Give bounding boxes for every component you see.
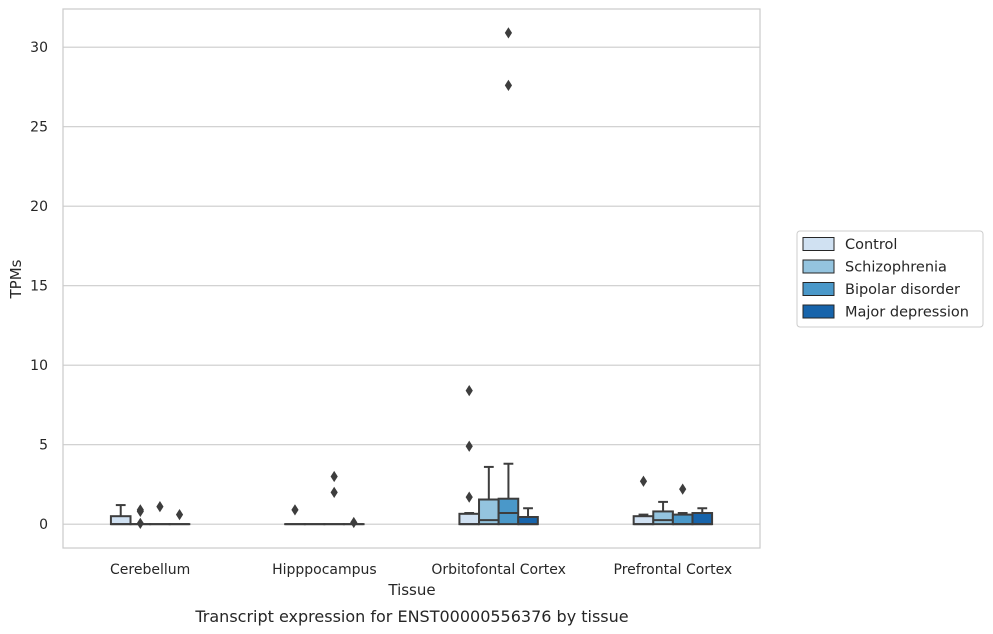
box-0-1 — [129, 504, 152, 529]
box-body — [517, 515, 539, 526]
outlier-point — [156, 501, 164, 513]
y-tick-label: 15 — [30, 279, 48, 295]
outlier-point — [330, 470, 338, 483]
box-body — [671, 513, 694, 526]
box-body — [458, 512, 481, 526]
legend-entry: Major depression — [845, 305, 969, 321]
box-body — [109, 515, 132, 526]
legend-swatch — [802, 304, 835, 319]
x-axis-ticks: Cerebellum Hipppocampus Orbitofontal Corte… — [110, 562, 732, 578]
plot-frame — [62, 8, 761, 549]
box-2-0 — [458, 384, 481, 526]
y-tick-label: 5 — [39, 438, 48, 454]
outlier-point — [465, 491, 473, 503]
outlier-point — [175, 508, 184, 521]
legend-swatch — [802, 282, 835, 296]
x-tick-label: Cerebellum — [110, 562, 190, 578]
outlier-point — [330, 486, 338, 498]
outlier-point — [679, 483, 687, 495]
x-tick-label: Orbitofontal Cortex — [431, 562, 566, 578]
box-body — [497, 497, 520, 526]
box-body — [632, 515, 655, 526]
box-1-3 — [342, 516, 365, 529]
box-3-3 — [691, 507, 714, 526]
x-tick-label: Hipppocampus — [272, 562, 377, 578]
legend: Control Schizophrenia Bipolar disorder Majo… — [796, 230, 984, 328]
y-tick-label: 10 — [30, 358, 48, 374]
outlier-point — [465, 384, 473, 397]
legend-swatch — [802, 259, 835, 274]
outlier-point — [504, 79, 513, 91]
outlier-point — [350, 516, 358, 529]
box-body — [691, 512, 714, 526]
legend-entry: Control — [845, 237, 897, 253]
outlier-point — [639, 475, 648, 487]
y-axis-label: TPMs — [7, 259, 25, 299]
x-axis-label: Tissue — [387, 581, 435, 599]
chart-caption: Transcript expression for ENST0000055637… — [194, 607, 628, 626]
legend-entry: Schizophrenia — [845, 260, 947, 276]
box-body — [652, 510, 674, 526]
legend-frame — [796, 230, 984, 328]
box-0-3 — [168, 508, 191, 526]
y-tick-label: 20 — [30, 199, 48, 215]
y-tick-label: 0 — [39, 517, 48, 533]
box-2-3 — [517, 507, 539, 526]
outlier-point — [136, 504, 144, 516]
legend-swatch — [802, 237, 835, 251]
box-0-0 — [109, 504, 132, 526]
outlier-point — [465, 440, 473, 452]
outlier-point — [291, 504, 299, 516]
x-tick-label: Prefrontal Cortex — [614, 562, 733, 578]
box-2-2 — [497, 27, 520, 526]
y-tick-label: 30 — [30, 40, 48, 56]
legend-entry: Bipolar disorder — [845, 282, 960, 298]
outlier-point — [504, 27, 513, 39]
y-tick-label: 25 — [30, 120, 48, 136]
box-plot-series — [109, 27, 714, 529]
outlier-point — [136, 517, 144, 529]
y-axis-ticks: 0 5 10 15 20 25 30 — [30, 40, 48, 533]
